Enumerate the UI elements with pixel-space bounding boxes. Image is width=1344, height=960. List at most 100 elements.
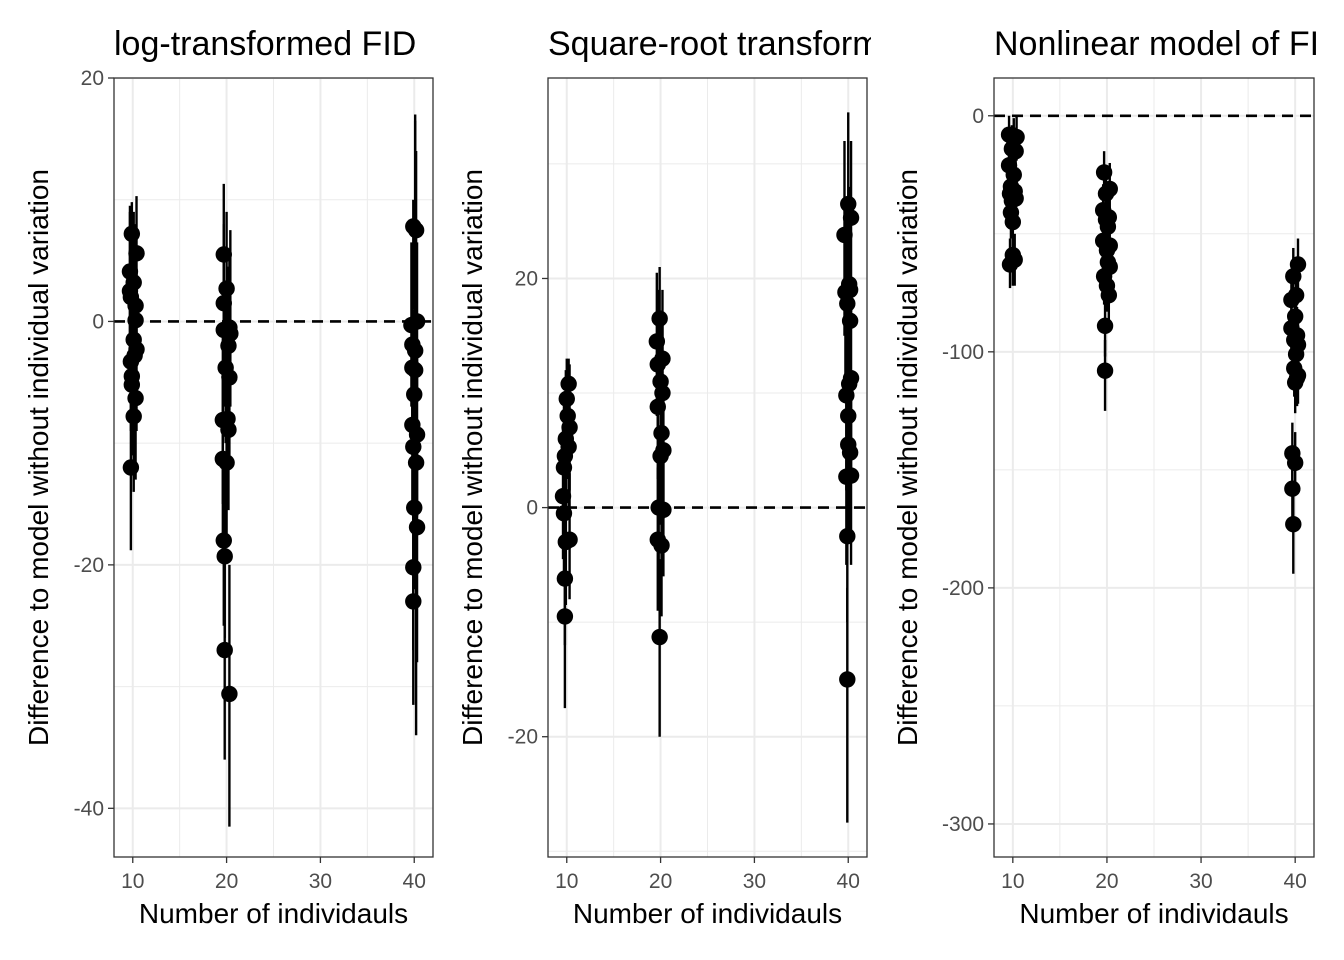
- data-point: [408, 313, 426, 330]
- data-point: [1007, 190, 1024, 207]
- data-point: [215, 246, 232, 263]
- data-points: [554, 112, 860, 823]
- y-tick-label: -200: [942, 577, 984, 600]
- panel-1: 10 20 30 40 20 0 -20 -40 log-transformed FID Numb…: [23, 25, 434, 929]
- data-point: [1007, 142, 1024, 160]
- x-tick-label: 40: [403, 870, 426, 893]
- data-point: [651, 310, 668, 327]
- data-point: [556, 570, 574, 587]
- data-point: [841, 444, 859, 461]
- x-tick-label: 40: [1283, 870, 1306, 893]
- data-point: [839, 295, 856, 312]
- x-axis-label: Number of individauls: [573, 898, 842, 929]
- data-point: [654, 384, 671, 402]
- data-point: [558, 390, 575, 407]
- y-axis-label: Difference to model without individual v…: [457, 169, 488, 746]
- panel-border: [993, 77, 1315, 858]
- data-point: [1005, 166, 1022, 183]
- data-point: [220, 421, 237, 438]
- data-point: [653, 424, 670, 442]
- data-point: [405, 559, 422, 576]
- y-tick-label: 0: [526, 497, 538, 520]
- data-point: [1101, 237, 1118, 254]
- data-points: [1000, 115, 1307, 574]
- data-point: [841, 281, 859, 299]
- data-point: [1006, 251, 1023, 268]
- x-tick-label: 20: [1095, 870, 1118, 893]
- data-point: [218, 454, 235, 471]
- data-point: [122, 459, 140, 476]
- panel-border: [113, 77, 434, 858]
- data-point: [220, 337, 237, 354]
- data-point: [1284, 480, 1301, 497]
- data-point: [1096, 317, 1114, 335]
- data-point: [1096, 362, 1114, 379]
- y-tick-label: -40: [74, 797, 104, 820]
- data-point: [215, 532, 232, 549]
- data-point: [840, 407, 857, 425]
- y-tick-label: -20: [508, 726, 538, 749]
- data-point: [215, 294, 232, 312]
- data-point: [1095, 164, 1113, 181]
- data-point: [1004, 213, 1022, 231]
- y-tick-label: -300: [942, 813, 984, 836]
- data-point: [128, 245, 145, 262]
- data-point: [560, 438, 577, 456]
- panel-3: 10 20 30 40 0 -100 -200 -300 Nonlinear model of …: [892, 25, 1344, 929]
- y-axis-label: Difference to model without individual v…: [23, 169, 54, 746]
- data-point: [1289, 367, 1307, 384]
- data-point: [842, 369, 860, 387]
- data-point: [123, 376, 141, 393]
- data-point: [836, 226, 853, 244]
- data-point: [407, 454, 425, 471]
- data-point: [221, 685, 238, 703]
- data-point: [218, 280, 235, 297]
- y-tick-label: 0: [92, 310, 104, 333]
- data-point: [556, 608, 574, 625]
- data-point: [649, 398, 666, 415]
- data-point: [408, 426, 426, 443]
- panel-border: [547, 77, 868, 858]
- data-point: [127, 297, 144, 314]
- data-point: [216, 641, 233, 659]
- data-point: [128, 341, 145, 358]
- panel-title: Nonlinear model of FID: [994, 25, 1344, 63]
- x-tick-label: 10: [121, 870, 144, 893]
- data-point: [1101, 180, 1118, 198]
- y-tick-label: 20: [515, 267, 538, 290]
- data-point: [1100, 209, 1118, 226]
- data-point: [407, 221, 425, 239]
- data-point: [655, 501, 672, 519]
- x-tick-label: 20: [649, 870, 672, 893]
- data-point: [216, 548, 233, 565]
- data-point: [651, 628, 668, 646]
- y-tick-label: 0: [972, 105, 984, 128]
- x-tick-label: 40: [837, 870, 860, 893]
- x-axis-label: Number of individauls: [139, 898, 408, 929]
- y-tick-label: -20: [74, 554, 104, 577]
- data-point: [561, 531, 578, 548]
- data-point: [555, 505, 573, 522]
- data-point: [560, 375, 577, 393]
- x-tick-label: 10: [1001, 870, 1024, 893]
- data-point: [406, 361, 424, 379]
- data-point: [1286, 308, 1304, 325]
- data-points: [121, 114, 426, 827]
- x-tick-label: 10: [555, 870, 578, 893]
- data-point: [839, 528, 856, 545]
- data-point: [408, 518, 426, 536]
- data-point: [125, 274, 142, 291]
- panel-2: 10 20 30 40 20 0 -20 Square-root transform Numbe…: [457, 25, 881, 929]
- data-point: [127, 389, 144, 407]
- y-axis-label: Difference to model without individual v…: [892, 169, 923, 746]
- data-point: [1289, 336, 1307, 353]
- panel-title: Square-root transform: [548, 25, 881, 63]
- y-tick-label: 20: [81, 67, 104, 90]
- x-tick-label: 30: [743, 870, 766, 893]
- data-point: [842, 467, 860, 484]
- data-point: [123, 225, 141, 242]
- data-point: [1101, 258, 1118, 276]
- data-point: [1008, 128, 1025, 146]
- data-point: [1287, 286, 1305, 304]
- data-point: [653, 537, 670, 554]
